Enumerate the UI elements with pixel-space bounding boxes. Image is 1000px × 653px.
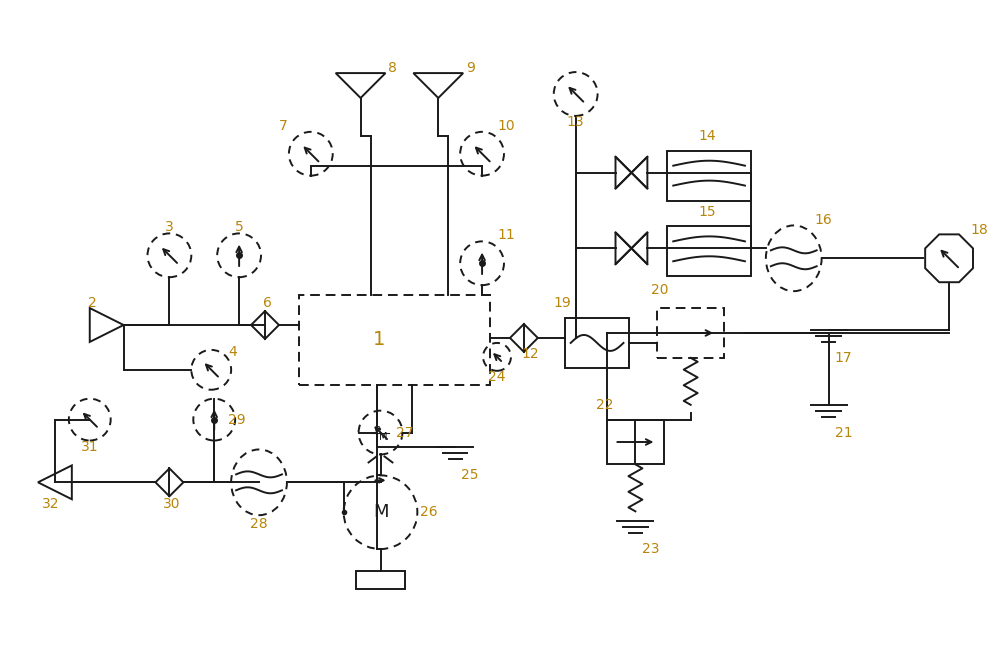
Text: 19: 19 — [554, 296, 572, 310]
Bar — [667, 227, 751, 276]
Text: 24: 24 — [488, 370, 506, 384]
Text: 23: 23 — [642, 542, 659, 556]
Text: 1: 1 — [373, 330, 386, 349]
Text: 5: 5 — [235, 221, 243, 234]
Text: 25: 25 — [461, 468, 479, 483]
Text: 13: 13 — [567, 115, 584, 129]
Bar — [565, 318, 629, 368]
Text: 21: 21 — [835, 426, 852, 439]
Text: 3: 3 — [165, 221, 174, 234]
Text: 17: 17 — [835, 351, 852, 365]
Text: M: M — [379, 432, 388, 441]
Text: 22: 22 — [596, 398, 613, 411]
Bar — [607, 420, 664, 464]
Text: 29: 29 — [228, 413, 246, 426]
Text: 10: 10 — [497, 119, 515, 133]
Text: 7: 7 — [279, 119, 287, 133]
Text: 6: 6 — [263, 296, 271, 310]
Text: 12: 12 — [521, 347, 539, 361]
Bar — [667, 151, 751, 200]
Text: 16: 16 — [815, 214, 832, 227]
Text: 11: 11 — [497, 229, 515, 242]
Text: 27: 27 — [396, 426, 413, 439]
Text: 20: 20 — [651, 283, 668, 297]
Bar — [356, 571, 405, 589]
Text: 32: 32 — [42, 497, 60, 511]
Text: 26: 26 — [420, 505, 438, 519]
Text: 4: 4 — [229, 345, 238, 359]
Text: 31: 31 — [81, 441, 99, 454]
Text: M: M — [373, 503, 388, 521]
Bar — [299, 295, 490, 385]
Text: 15: 15 — [698, 206, 716, 219]
Text: 2: 2 — [88, 296, 97, 310]
Text: 14: 14 — [698, 129, 716, 143]
Text: 9: 9 — [466, 61, 475, 75]
Text: 30: 30 — [163, 497, 180, 511]
Text: 18: 18 — [970, 223, 988, 238]
Text: 8: 8 — [388, 61, 397, 75]
Bar — [657, 308, 724, 358]
Text: 28: 28 — [250, 517, 268, 531]
Text: n: n — [374, 424, 381, 434]
